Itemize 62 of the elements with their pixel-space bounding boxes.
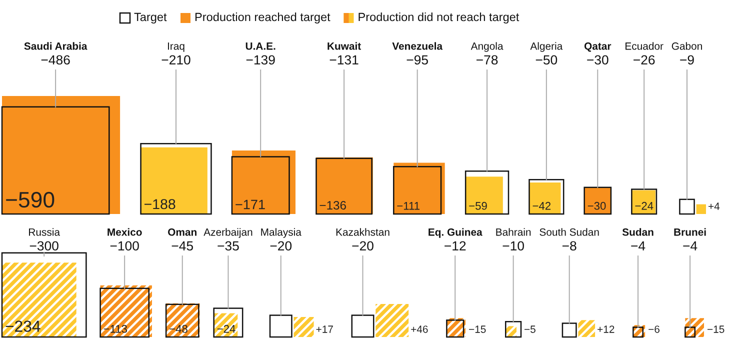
- data-label: −486: [41, 55, 70, 65]
- data-label: −20: [352, 241, 374, 251]
- data-label: −111: [397, 202, 420, 210]
- category-label: Saudi Arabia: [24, 42, 88, 50]
- data-label: −131: [330, 55, 358, 65]
- data-label: −95: [406, 55, 428, 65]
- data-label: −10: [502, 241, 524, 251]
- data-label: −24: [635, 202, 654, 210]
- category-label: Ecuador: [626, 42, 664, 50]
- data-label: −5: [524, 326, 536, 333]
- category-label: Malaysia: [261, 228, 302, 238]
- category-label: Mexico: [108, 228, 142, 236]
- category-label: Angola: [470, 42, 504, 52]
- data-label: −30: [588, 202, 606, 210]
- data-label: +12: [598, 326, 614, 333]
- category-label: Russia: [29, 228, 60, 236]
- category-label: Gabon: [672, 42, 702, 50]
- category-label: Kazakhstan: [336, 228, 390, 236]
- data-label: −590: [6, 192, 54, 208]
- category-label: Qatar: [584, 42, 612, 52]
- data-label: −8: [562, 241, 576, 251]
- category-label: South Sudan: [540, 228, 599, 236]
- category-label: Azerbaijan: [204, 228, 252, 238]
- category-label: Venezuela: [392, 42, 443, 50]
- data-label: −20: [270, 241, 292, 251]
- data-label: −300: [30, 241, 58, 251]
- data-label: −30: [587, 55, 608, 65]
- data-label: −6: [648, 326, 660, 333]
- legend-label: Target: [134, 12, 167, 24]
- data-label: −210: [162, 55, 190, 65]
- data-label: −4: [683, 241, 698, 250]
- category-label: Eq. Guinea: [428, 228, 482, 238]
- data-label: +17: [316, 326, 333, 333]
- data-label: −12: [444, 241, 466, 250]
- data-label: −42: [532, 202, 551, 210]
- data-label: −15: [469, 326, 486, 333]
- data-label: +4: [708, 202, 720, 210]
- data-label: +46: [411, 326, 428, 333]
- category-label: Sudan: [622, 228, 654, 236]
- data-label: −78: [476, 55, 498, 65]
- data-label: −139: [246, 55, 275, 65]
- data-label: −171: [236, 200, 265, 210]
- data-label: −50: [536, 55, 558, 65]
- data-label: −100: [110, 241, 139, 251]
- category-label: Kuwait: [328, 42, 361, 50]
- data-label: −35: [218, 241, 239, 251]
- data-label: −136: [320, 201, 346, 210]
- data-label: −26: [634, 55, 655, 65]
- category-label: Brunei: [674, 228, 706, 236]
- legend-label: Production reached target: [195, 12, 330, 24]
- data-label: −59: [469, 202, 487, 210]
- data-label: −9: [680, 55, 694, 65]
- data-label: −45: [172, 241, 193, 251]
- data-label: −188: [144, 199, 176, 210]
- category-label: U.A.E.: [246, 42, 276, 50]
- data-label: −4: [631, 241, 646, 250]
- category-label: Algeria: [530, 42, 563, 52]
- category-label: Iraq: [168, 42, 184, 52]
- data-label: −15: [708, 326, 724, 333]
- legend-label: Production did not reach target: [358, 12, 520, 24]
- category-label: Oman: [168, 228, 196, 236]
- category-label: Bahrain: [496, 228, 531, 236]
